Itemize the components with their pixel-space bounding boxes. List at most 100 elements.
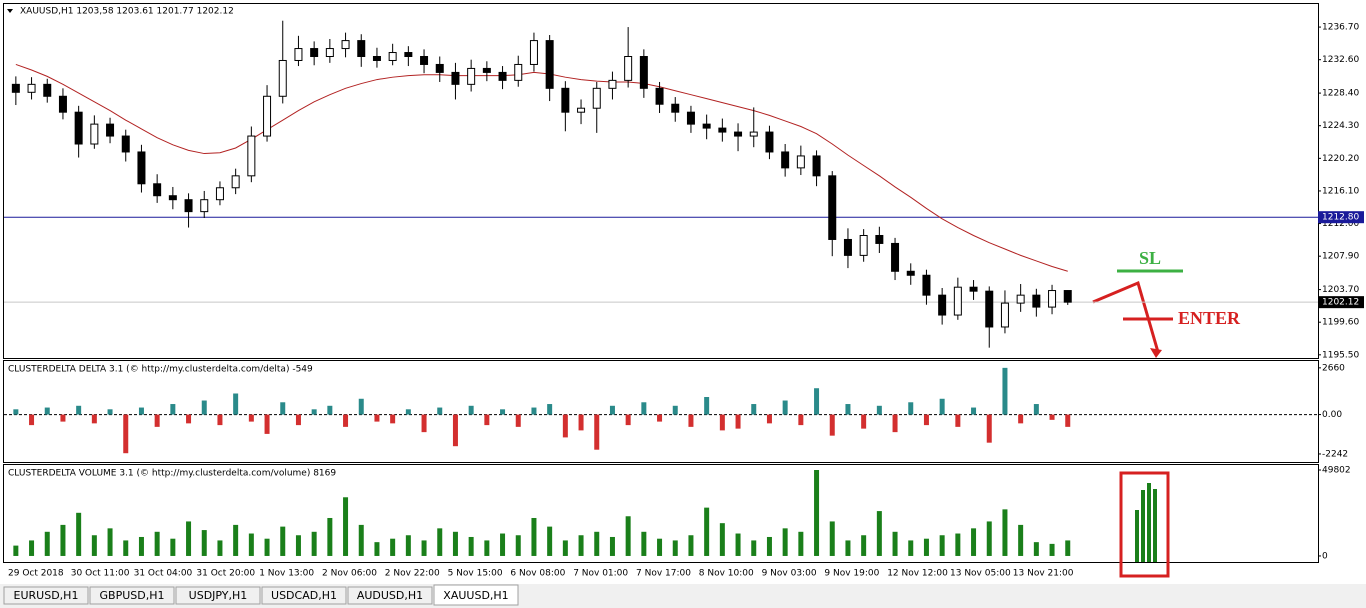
bar [594, 414, 600, 450]
bar [343, 497, 349, 556]
bar [829, 521, 835, 556]
candle-body [43, 83, 52, 97]
tab[interactable] [347, 586, 433, 605]
bar [1033, 542, 1039, 556]
x-tick-label: 31 Oct 04:00 [134, 569, 193, 579]
bar [44, 531, 50, 556]
bar [91, 414, 97, 424]
candle-body [435, 63, 444, 73]
x-tick-label: 1 Nov 13:00 [259, 569, 314, 579]
bar [405, 409, 411, 415]
tab[interactable] [175, 586, 261, 605]
bar [657, 414, 663, 422]
candle-body [1063, 290, 1072, 303]
bar [311, 409, 317, 415]
bar [908, 540, 914, 556]
candle-body [875, 234, 884, 244]
bar [672, 405, 678, 415]
bar [421, 414, 427, 433]
bar [735, 414, 741, 429]
x-tick-label: 8 Nov 10:00 [699, 569, 754, 579]
tab[interactable] [261, 586, 347, 605]
tab-label[interactable]: GBPUSD,H1 [100, 589, 165, 602]
last-price-label: 1202.12 [1322, 298, 1359, 308]
candle-body [1032, 294, 1041, 308]
tab-label[interactable]: USDCAD,H1 [271, 589, 337, 602]
tab[interactable] [433, 584, 519, 606]
candle-body [357, 40, 366, 58]
bar [264, 538, 270, 556]
bar [452, 414, 458, 447]
bar [1065, 540, 1071, 556]
tab[interactable] [3, 586, 89, 605]
bar [327, 405, 333, 415]
candle-body [168, 195, 177, 201]
x-tick-label: 13 Nov 05:00 [950, 569, 1011, 579]
panel-title: CLUSTERDELTA VOLUME 3.1 (© http://my.clu… [8, 469, 336, 479]
tab-label[interactable]: EURUSD,H1 [14, 589, 79, 602]
x-tick-label: 6 Nov 08:00 [510, 569, 565, 579]
y-tick-label: 1195.50 [1322, 350, 1359, 360]
candle-body [545, 40, 554, 89]
x-tick-label: 12 Nov 12:00 [887, 569, 948, 579]
tabs: EURUSD,H1 GBPUSD,H1 USDJPY,H1 USDCAD,H1 AUDU… [3, 584, 519, 606]
bar [515, 535, 521, 556]
bar [390, 414, 396, 424]
moving-average [15, 63, 1068, 272]
candle-body [655, 87, 664, 105]
bar [876, 405, 882, 415]
bar [60, 414, 66, 422]
bar [908, 402, 914, 415]
bar [704, 507, 710, 556]
last-price-box [1318, 296, 1364, 309]
candle-body [200, 199, 209, 213]
bar [751, 540, 757, 556]
bar [76, 512, 82, 556]
bar [923, 414, 929, 426]
bar [861, 414, 867, 429]
bar [468, 536, 474, 556]
candle-body [420, 56, 429, 65]
bar [500, 533, 506, 556]
bar [280, 526, 286, 556]
tab[interactable] [89, 586, 175, 605]
x-tick-label: 2 Nov 22:00 [385, 569, 440, 579]
bar [782, 528, 788, 556]
x-tick-label: 9 Nov 03:00 [762, 569, 817, 579]
bar [154, 414, 160, 427]
x-tick-label: 2 Nov 06:00 [322, 569, 377, 579]
tab-label[interactable]: XAUUSD,H1 [443, 589, 508, 602]
bar [1049, 543, 1055, 556]
bar [437, 528, 443, 556]
bar [170, 538, 176, 556]
candle-body [372, 56, 381, 61]
candle-body [749, 131, 758, 137]
candle-body [639, 56, 648, 89]
bar [531, 407, 537, 415]
drawn-bar [1141, 490, 1145, 562]
bar [233, 524, 239, 556]
bar [107, 528, 113, 556]
panel-frame [3, 3, 1319, 359]
tab-label[interactable]: USDJPY,H1 [189, 589, 248, 602]
bar [374, 542, 380, 556]
bar [829, 414, 835, 436]
panel-frame [3, 464, 1319, 563]
candle-body [121, 135, 130, 153]
bar [452, 531, 458, 556]
y-tick-label: 1220.20 [1322, 154, 1359, 164]
candle-body [310, 48, 319, 58]
candle-body [106, 123, 115, 137]
candle-body [953, 286, 962, 316]
bar [971, 528, 977, 556]
candle-body [90, 123, 99, 145]
bar [311, 531, 317, 556]
bar [186, 414, 192, 424]
candle-body [608, 79, 617, 89]
drawn-bar [1147, 483, 1151, 562]
bar [939, 535, 945, 556]
bar [248, 533, 254, 556]
tab-label[interactable]: AUDUSD,H1 [357, 589, 423, 602]
candle-body [859, 234, 868, 256]
candle-body [482, 67, 491, 73]
